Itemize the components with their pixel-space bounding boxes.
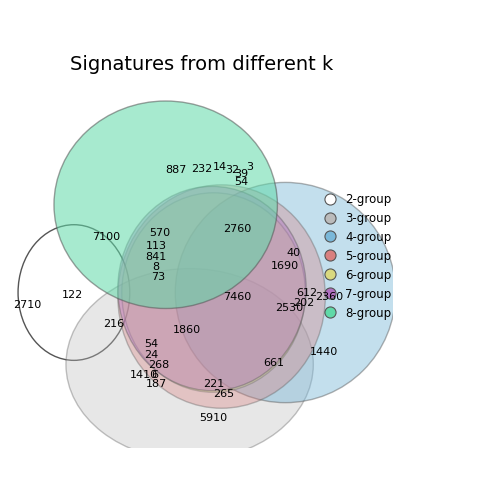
Legend: 2-group, 3-group, 4-group, 5-group, 6-group, 7-group, 8-group: 2-group, 3-group, 4-group, 5-group, 6-gr… [321, 190, 395, 323]
Ellipse shape [54, 101, 277, 308]
Text: 1410: 1410 [130, 370, 158, 380]
Ellipse shape [118, 185, 325, 408]
Text: 841: 841 [146, 251, 167, 262]
Text: 5910: 5910 [200, 413, 228, 423]
Text: 14: 14 [213, 162, 227, 172]
Text: 265: 265 [213, 389, 234, 399]
Ellipse shape [118, 186, 306, 391]
Text: 216: 216 [103, 320, 124, 330]
Text: 40: 40 [286, 247, 300, 258]
Text: 570: 570 [150, 228, 171, 238]
Text: 1690: 1690 [271, 261, 299, 271]
Ellipse shape [122, 193, 305, 392]
Text: 24: 24 [144, 350, 158, 360]
Text: 54: 54 [144, 339, 158, 349]
Text: 113: 113 [146, 241, 167, 251]
Text: 8: 8 [153, 262, 160, 272]
Text: 122: 122 [61, 290, 83, 300]
Text: 268: 268 [148, 360, 169, 370]
Text: 2530: 2530 [275, 303, 303, 313]
Text: 54: 54 [234, 176, 248, 186]
Text: 887: 887 [165, 165, 187, 175]
Text: 7460: 7460 [223, 291, 251, 301]
Text: 7100: 7100 [92, 232, 120, 242]
Ellipse shape [66, 269, 313, 460]
Text: 187: 187 [146, 380, 167, 389]
Text: 2710: 2710 [14, 299, 42, 309]
Text: 612: 612 [296, 287, 318, 297]
Text: 32: 32 [225, 165, 239, 175]
Text: 232: 232 [191, 164, 212, 174]
Text: 2760: 2760 [223, 224, 251, 234]
Text: 202: 202 [293, 298, 314, 308]
Text: 3: 3 [246, 162, 253, 172]
Text: 39: 39 [234, 169, 248, 178]
Text: 661: 661 [263, 358, 284, 368]
Ellipse shape [175, 182, 396, 403]
Title: Signatures from different k: Signatures from different k [70, 55, 333, 74]
Text: 1440: 1440 [309, 347, 338, 357]
Text: 221: 221 [203, 380, 224, 389]
Text: 2360: 2360 [315, 291, 343, 301]
Text: 73: 73 [151, 272, 165, 282]
Text: 1860: 1860 [173, 325, 201, 335]
Text: 6: 6 [151, 370, 158, 380]
